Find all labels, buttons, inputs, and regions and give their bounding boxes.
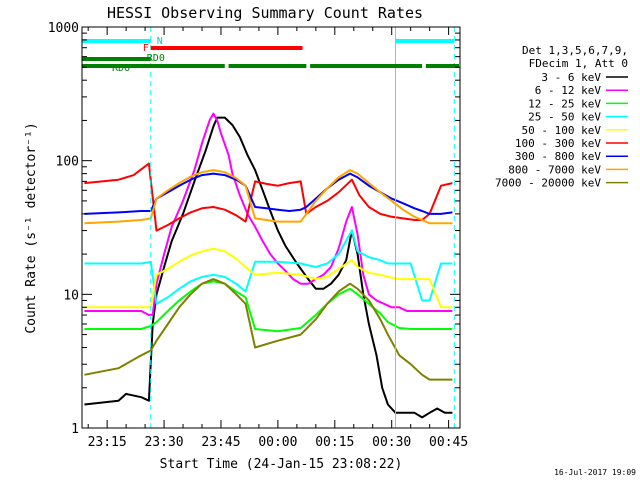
series-line-3	[84, 229, 453, 305]
flag-label-3: RD6	[112, 63, 130, 74]
flag-label-0: N	[157, 36, 163, 47]
x-tick-label-6: 00:45	[429, 435, 468, 450]
x-tick-label-2: 23:45	[201, 435, 240, 450]
x-tick-label-3: 00:00	[258, 435, 297, 450]
series-line-4	[84, 247, 453, 309]
series-line-7	[84, 169, 453, 225]
series-line-0	[84, 116, 453, 419]
legend-label-7: 800 - 7000 keV	[508, 163, 601, 176]
axis-layer: 23:15 23:30 23:45 00:00 00:15 00:30 00:45 1 10 10…	[48, 21, 469, 450]
y-tick-label-1: 10	[63, 288, 79, 303]
x-tick-label-4: 00:15	[315, 435, 354, 450]
y-axis-label: Count Rate (s⁻¹ detector⁻¹)	[24, 122, 39, 333]
legend-header-line-2: FDecim 1, Att 0	[529, 57, 628, 70]
legend-label-8: 7000 - 20000 keV	[495, 177, 601, 190]
series-layer	[84, 112, 453, 419]
series-line-1	[84, 112, 453, 316]
legend-label-6: 300 - 800 keV	[515, 150, 601, 163]
legend-header-line-1: Det 1,3,5,6,7,9,	[522, 44, 628, 57]
x-tick-label-5: 00:30	[372, 435, 411, 450]
y-tick-label-0: 1	[71, 422, 79, 437]
series-line-5	[84, 162, 453, 232]
series-line-6	[84, 172, 453, 215]
legend-label-2: 12 - 25 keV	[528, 97, 601, 110]
series-line-8	[84, 278, 453, 381]
chart-title: HESSI Observing Summary Count Rates	[107, 4, 423, 22]
y-tick-label-3: 1000	[48, 21, 79, 36]
x-tick-label-1: 23:30	[144, 435, 183, 450]
plot-frame	[81, 26, 461, 429]
legend-label-3: 25 - 50 keV	[528, 111, 601, 124]
flag-label-1: F	[143, 43, 149, 54]
flag-label-2: RD0	[147, 53, 165, 64]
footer-date: 16-Jul-2017 19:09	[554, 468, 636, 477]
series-line-2	[84, 280, 453, 333]
legend-label-1: 6 - 12 keV	[535, 84, 602, 97]
y-tick-label-2: 100	[56, 155, 79, 170]
legend-label-4: 50 - 100 keV	[522, 124, 602, 137]
legend: Det 1,3,5,6,7,9, FDecim 1, Att 0 3 - 6 k…	[495, 44, 628, 190]
legend-label-5: 100 - 300 keV	[515, 137, 601, 150]
x-tick-label-0: 23:15	[88, 435, 127, 450]
x-axis-label: Start Time (24-Jan-15 23:08:22)	[160, 457, 403, 472]
legend-label-0: 3 - 6 keV	[541, 71, 601, 84]
